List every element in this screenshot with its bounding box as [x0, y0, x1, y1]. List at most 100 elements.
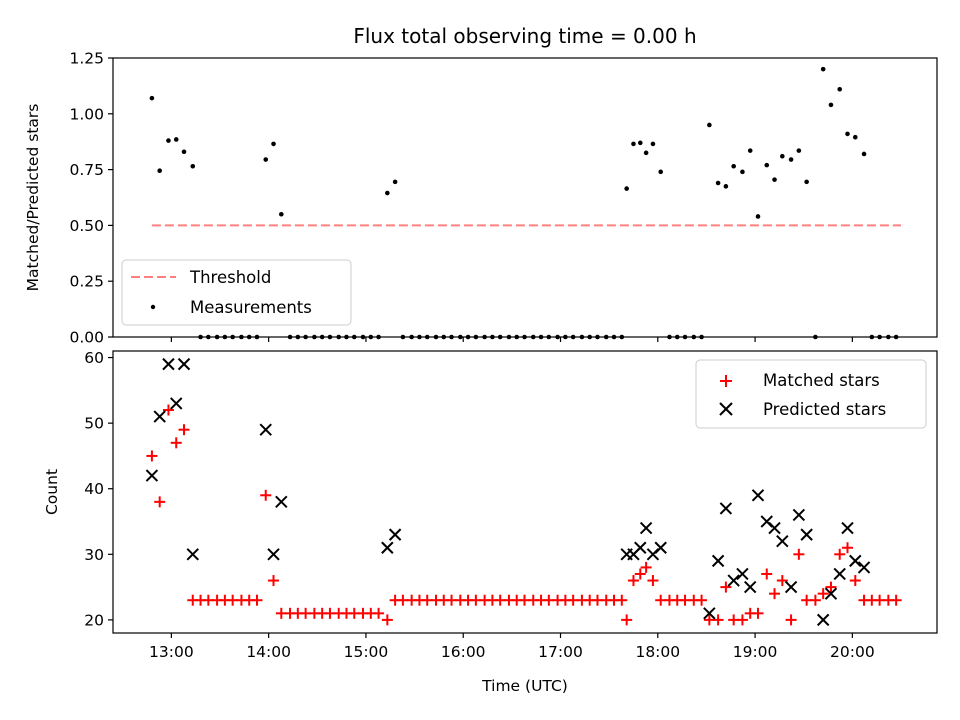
predicted-star-point	[816, 613, 830, 627]
predicted-star-point	[841, 521, 854, 535]
bottom-x-tick-label: 14:00	[246, 643, 291, 661]
measurement-point	[173, 137, 179, 142]
matched-star-point	[841, 542, 853, 554]
measurement-point	[149, 95, 155, 101]
predicted-star-point	[784, 580, 798, 594]
bottom-axes-frame	[112, 350, 938, 634]
matched-star-point	[696, 594, 708, 606]
matched-star-point	[825, 581, 837, 593]
bottom-x-tick-label: 15:00	[344, 643, 389, 661]
predicted-star-point	[162, 357, 175, 371]
predicted-star-point	[177, 357, 191, 371]
predicted-star-point	[267, 548, 280, 561]
matched-star-point	[373, 607, 385, 619]
predicted-star-point	[153, 410, 166, 423]
matched-star-point	[260, 489, 272, 501]
measurement-point	[715, 180, 721, 186]
matched-star-point	[720, 581, 732, 593]
top-y-tick-label: 1.25	[69, 50, 104, 68]
predicted-star-point	[259, 423, 272, 436]
matched-star-point	[640, 561, 652, 573]
measurement-point	[392, 179, 398, 185]
measurement-point	[271, 141, 276, 147]
predicted-star-point	[824, 587, 838, 600]
measurement-point	[845, 131, 850, 137]
count-points	[145, 357, 902, 627]
matched-star-point	[769, 588, 781, 600]
predicted-star-point	[736, 567, 749, 581]
measurement-point	[772, 177, 777, 182]
top-y-tick-label: 0.75	[69, 161, 104, 179]
measurement-point	[643, 150, 649, 156]
measurement-point	[828, 102, 834, 108]
legend-measurements-swatch	[150, 304, 156, 310]
measurement-point	[723, 184, 729, 189]
legend-predicted-label: Predicted stars	[763, 400, 886, 419]
measurement-point	[624, 186, 629, 191]
bottom-x-tick-label: 18:00	[635, 643, 680, 661]
measurement-point	[157, 168, 162, 174]
legend-predicted-swatch	[719, 402, 733, 416]
matched-star-point	[761, 568, 773, 580]
predicted-star-point	[170, 397, 183, 410]
measurement-point	[707, 122, 712, 128]
top-legend: Threshold Measurements	[121, 259, 352, 326]
bottom-axes: 20 30 40 50 60 13:00 14:00 15:00 16:00 17:00 18:00…	[84, 349, 938, 661]
predicted-star-point	[800, 528, 813, 541]
predicted-star-point	[849, 554, 862, 568]
measurement-point	[190, 163, 196, 169]
matched-star-point	[162, 404, 174, 416]
predicted-star-point	[145, 469, 159, 482]
measurement-point	[852, 134, 858, 140]
matched-star-point	[146, 450, 158, 462]
matched-star-point	[849, 575, 861, 587]
measurement-point	[804, 179, 809, 185]
measurement-point	[740, 169, 745, 175]
bottom-y-tick-label: 40	[84, 480, 104, 498]
measurement-point	[764, 162, 770, 168]
predicted-star-point	[711, 554, 725, 568]
bottom-y-tick-label: 50	[84, 415, 104, 433]
measurement-point	[631, 141, 636, 147]
measurement-point	[181, 149, 187, 155]
measurement-point	[637, 140, 643, 146]
bottom-panel: Count Time (UTC) 20 30 40 50 60 13:00 14:00 15:…	[43, 349, 938, 695]
top-axes-frame	[112, 57, 938, 338]
predicted-star-point	[381, 541, 394, 554]
bottom-x-tick-label: 16:00	[441, 643, 486, 661]
measurement-point	[731, 163, 736, 169]
predicted-star-point	[639, 521, 653, 535]
measurement-point	[747, 148, 753, 153]
matched-star-point	[712, 614, 724, 626]
bottom-legend: Matched stars Predicted stars	[695, 359, 927, 429]
measurement-point	[279, 211, 284, 217]
top-axes: 0.00 0.25 0.50 0.75 1.00 1.25	[69, 50, 938, 347]
matched-star-point	[170, 437, 182, 449]
matched-star-point	[251, 594, 263, 606]
matched-star-point	[381, 614, 393, 626]
measurement-point	[650, 141, 656, 147]
matched-star-point	[154, 496, 166, 508]
predicted-star-point	[833, 567, 846, 581]
predicted-star-point	[727, 574, 740, 587]
matched-star-point	[736, 614, 748, 626]
measurement-point	[861, 151, 867, 157]
measurement-point	[820, 66, 826, 72]
bottom-x-tick-label: 17:00	[538, 643, 583, 661]
predicted-star-point	[634, 541, 647, 554]
legend-matched-swatch	[720, 375, 732, 387]
legend-threshold-label: Threshold	[189, 268, 271, 287]
predicted-star-point	[776, 534, 789, 548]
measurement-point	[263, 157, 269, 162]
predicted-star-point	[186, 548, 199, 561]
measurement-point	[658, 169, 664, 175]
bottom-x-tick-label: 13:00	[149, 643, 194, 661]
matched-star-point	[890, 594, 902, 606]
predicted-star-point	[768, 521, 781, 535]
matched-star-point	[634, 568, 646, 580]
matched-star-point	[621, 614, 633, 626]
top-y-tick-label: 0.00	[69, 329, 104, 347]
matched-star-point	[178, 424, 190, 436]
predicted-star-point	[654, 541, 667, 554]
